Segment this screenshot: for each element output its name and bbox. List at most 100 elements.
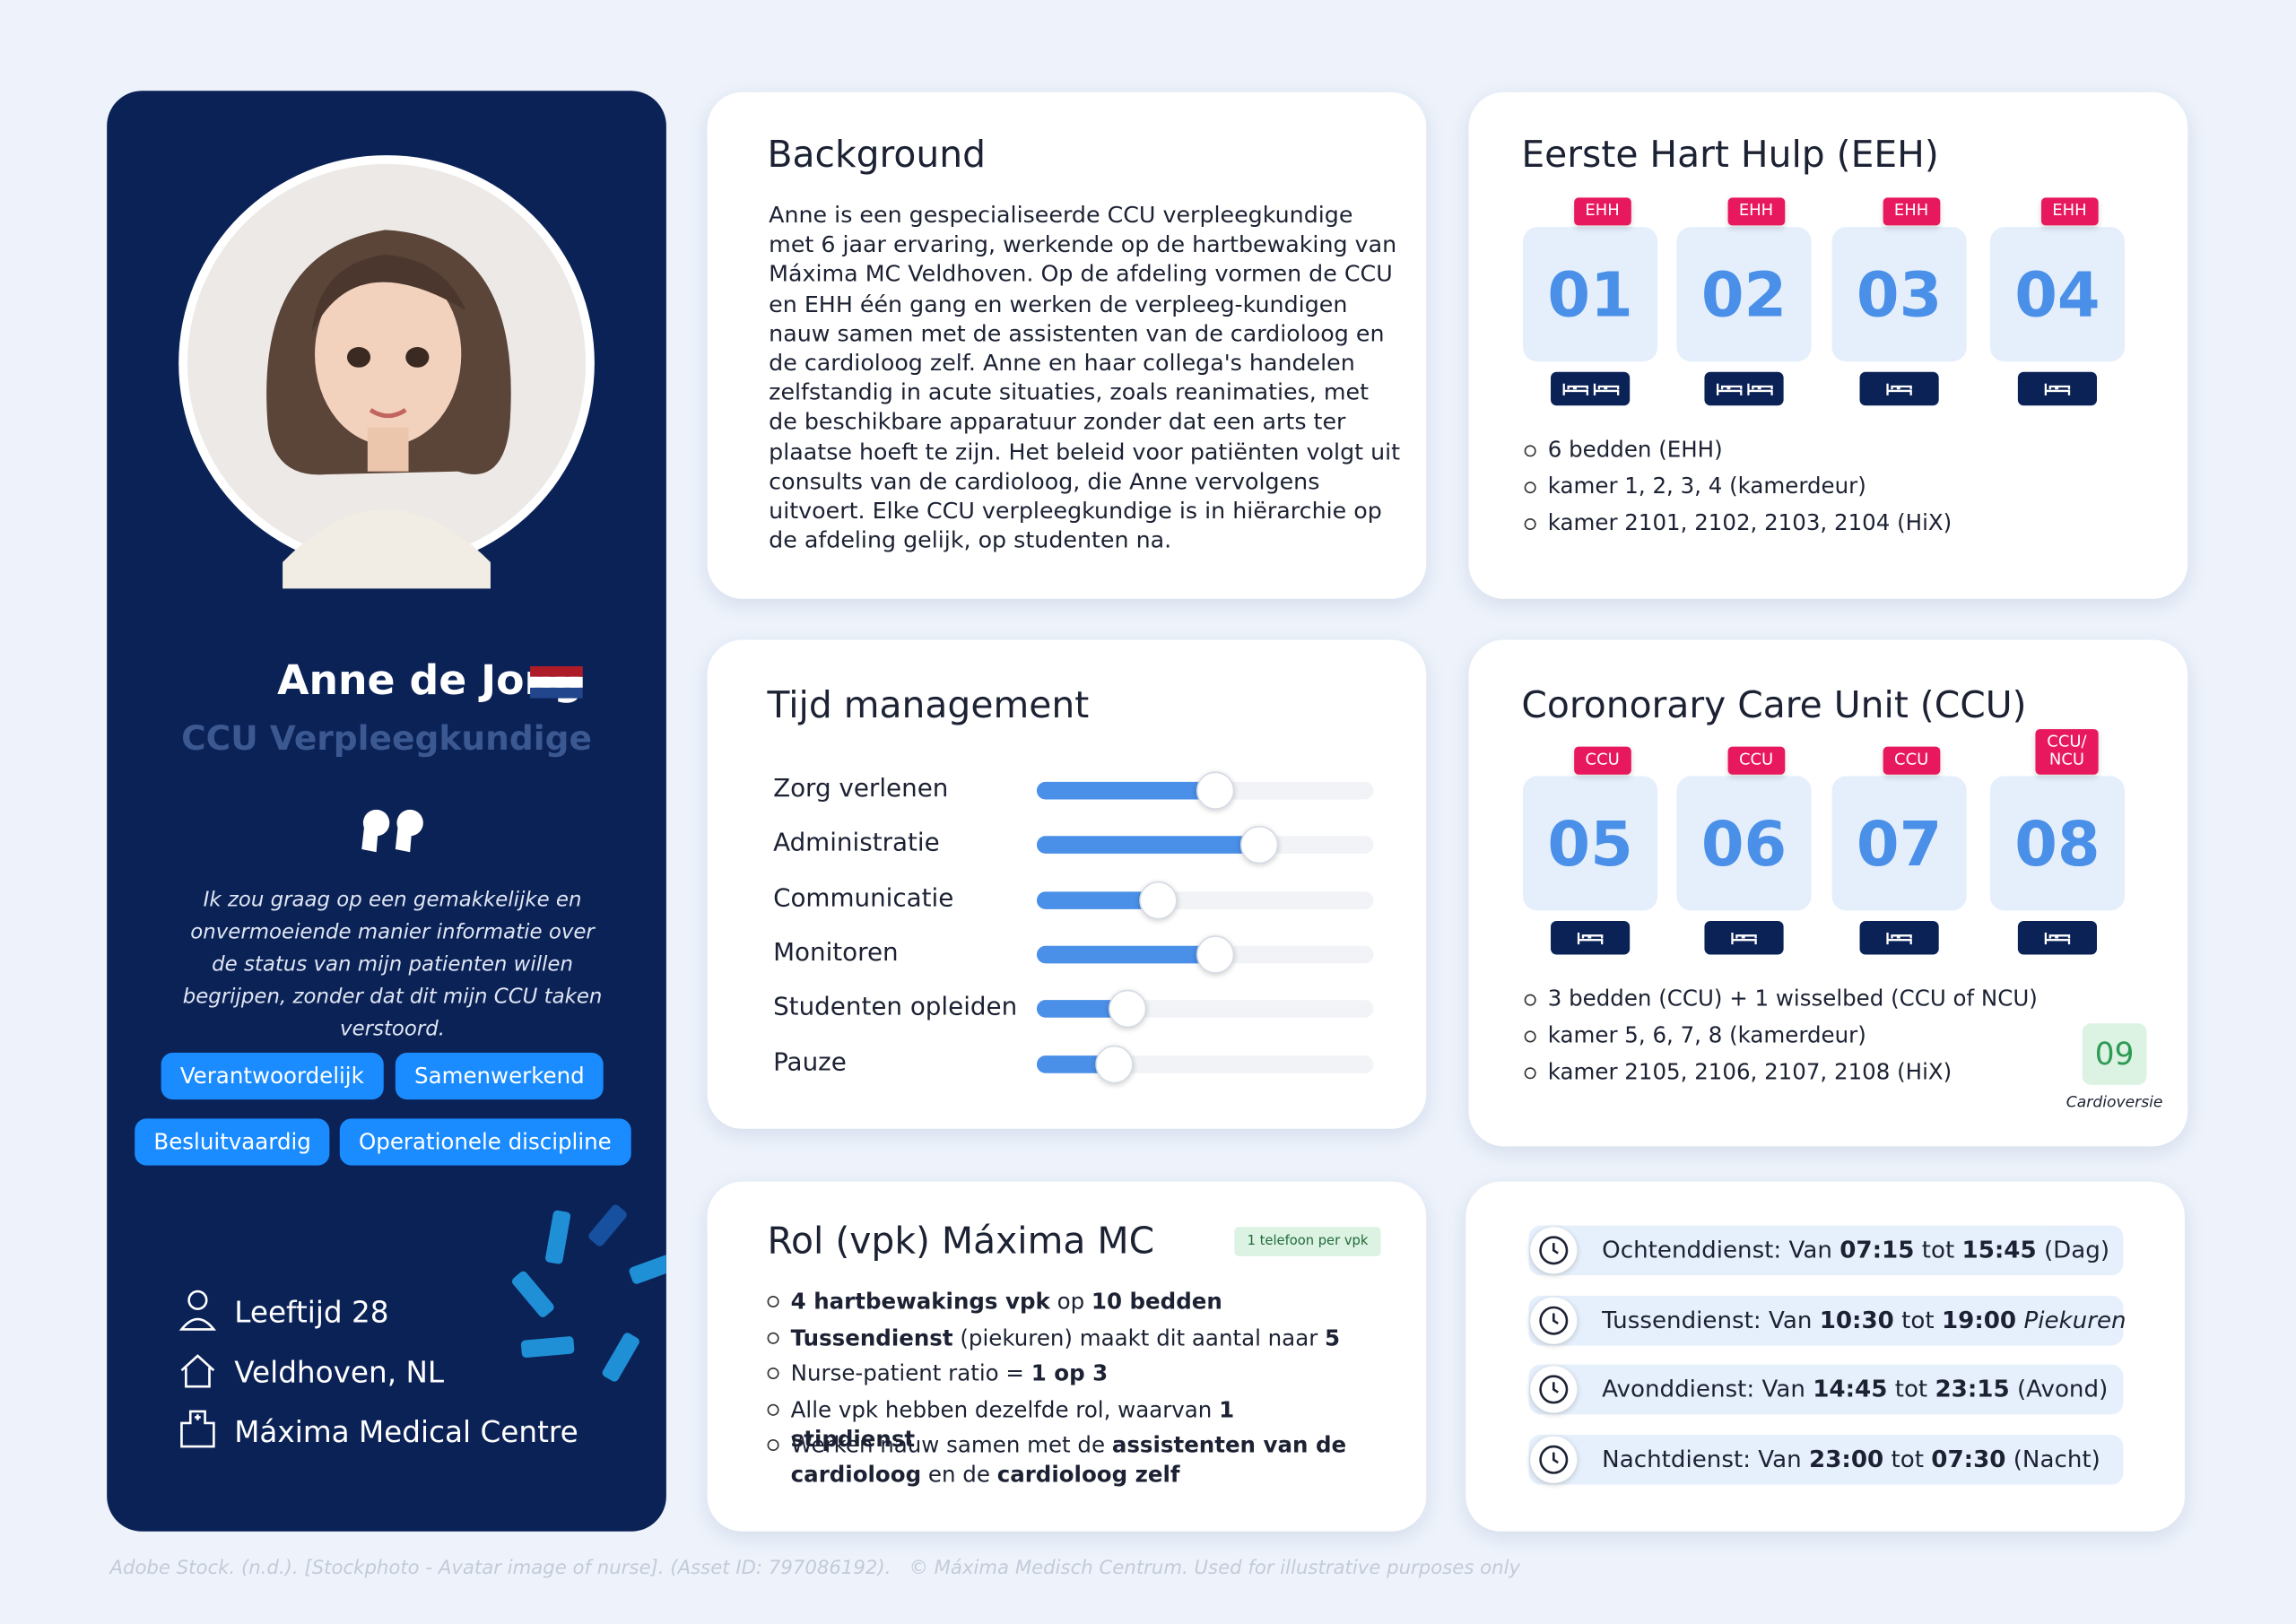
text-segment: (Avond) [2009, 1375, 2109, 1403]
text-segment: op [1049, 1288, 1091, 1316]
text-segment: cardioloog zelf [996, 1461, 1180, 1488]
slider-knob [1109, 990, 1147, 1029]
profile-role: CCU Verpleegkundige [181, 720, 592, 759]
text-segment: 07:15 [1839, 1235, 1915, 1264]
extra-label: Cardioversie [2066, 1093, 2163, 1112]
room-number: 07 [1831, 776, 1967, 911]
bed-icon [1577, 931, 1604, 945]
shift-row: Tussendienst: Van 10:30 tot 19:00 Piekur… [1528, 1295, 2126, 1345]
text-segment: en de [921, 1461, 997, 1488]
note: kamer 2101, 2102, 2103, 2104 (HiX) [1524, 509, 1952, 536]
slider-fill [1036, 1000, 1128, 1019]
beds [1551, 371, 1631, 406]
card-title: Rol (vpk) Máxima MC [767, 1220, 1155, 1263]
footer: Adobe Stock. (n.d.). [Stockphoto - Avata… [109, 1558, 1521, 1580]
clock-icon [1530, 1296, 1578, 1344]
trait-pill: Besluitvaardig [135, 1118, 331, 1166]
bed-icon [1886, 381, 1912, 395]
avatar-eye [405, 346, 430, 368]
bed-icon [1716, 381, 1742, 395]
room-number: 03 [1831, 227, 1967, 362]
slider-knob [1095, 1044, 1134, 1083]
profile-graphics [178, 155, 666, 1448]
text-segment: tot [1914, 1235, 1962, 1264]
text-segment: Piekuren [2023, 1305, 2126, 1333]
text-segment: Nachtdienst: Van [1602, 1444, 1810, 1472]
bed-icon [2044, 931, 2071, 945]
room-tag: CCU/ NCU [2035, 728, 2099, 775]
card-title: Eerste Hart Hulp (EEH) [1521, 133, 1939, 176]
bed-icon [1561, 381, 1588, 395]
avatar-eye [346, 346, 371, 368]
card-title: Background [767, 133, 987, 176]
text-segment: 1 stipdienst [790, 1395, 1235, 1452]
text-segment: tot [1883, 1444, 1932, 1472]
room-number: 05 [1523, 776, 1658, 911]
text-segment: Ochtenddienst: Van [1602, 1235, 1840, 1264]
detail: Máxima Medical Centre [234, 1414, 578, 1450]
text-segment: (Dag) [2036, 1235, 2110, 1264]
shifts-card: Ochtenddienst: Van 07:15 tot 15:45 (Dag)… [1465, 1181, 2185, 1532]
slider-fill [1036, 945, 1215, 964]
time-card: Tijd management Zorg verlenen Administrat… [707, 639, 1427, 1129]
role-item: Tussendienst (piekuren) maakt dit aantal… [767, 1323, 1362, 1352]
detail: Leeftijd 28 [234, 1294, 389, 1330]
room-number: 08 [1989, 776, 2126, 911]
detail: Veldhoven, NL [234, 1354, 445, 1390]
profile-card: Anne de Jong CCU Verpleegkundige Ik zou … [107, 91, 666, 1532]
beds [1859, 371, 1939, 406]
avatar-face [315, 263, 462, 446]
text-segment: 19:00 [1941, 1305, 2017, 1333]
profile-quote: Ik zou graag op een gemakkelijke en onve… [182, 889, 603, 1041]
text-segment: 1 op 3 [1031, 1359, 1109, 1387]
trait-pill: Samenwerkend [395, 1052, 604, 1100]
slider-fill [1036, 836, 1259, 855]
bed-icon [1746, 381, 1772, 395]
beds [1859, 920, 1939, 955]
slider-fill [1036, 1055, 1115, 1073]
note: kamer 1, 2, 3, 4 (kamerdeur) [1524, 473, 1866, 499]
slider-knob [1196, 771, 1235, 810]
text-segment: (Nacht) [2005, 1444, 2100, 1472]
text-segment: 14:45 [1813, 1375, 1888, 1403]
text-segment [2016, 1306, 2023, 1333]
note: 6 bedden (EHH) [1524, 436, 1723, 463]
slider-knob [1239, 826, 1279, 864]
shift-row: Avonddienst: Van 14:45 tot 23:15 (Avond) [1528, 1364, 2124, 1415]
flag-nl [530, 665, 583, 699]
time-label: Administratie [773, 829, 940, 859]
text-segment: Alle vpk hebben dezelfde rol, waarvan [790, 1395, 1220, 1423]
card-title: Tijd management [767, 683, 1090, 726]
slider-knob [1138, 881, 1178, 919]
extra-room: 09 [2082, 1023, 2147, 1085]
text-segment: 10 bedden [1091, 1288, 1222, 1316]
logo-blades [511, 1204, 666, 1382]
bed-icon [1593, 381, 1619, 395]
clock-icon [1530, 1366, 1578, 1413]
text-segment: Avonddienst: Van [1602, 1375, 1813, 1403]
time-label: Studenten opleiden [773, 993, 1018, 1022]
slider-fill [1036, 781, 1215, 800]
room-number: 02 [1676, 227, 1812, 362]
text-segment: tot [1893, 1305, 1942, 1333]
beds [2017, 371, 2098, 406]
beds [1704, 920, 1784, 955]
note: kamer 5, 6, 7, 8 (kamerdeur) [1524, 1021, 1866, 1049]
beds [1551, 920, 1631, 955]
text-segment: Tussendienst: Van [1602, 1305, 1820, 1333]
clock-icon [1530, 1227, 1578, 1274]
bed-icon [1886, 931, 1912, 945]
background-text: Anne is een gespecialiseerde CCU verplee… [769, 202, 1401, 554]
shift-row: Nachtdienst: Van 23:00 tot 07:30 (Nacht) [1528, 1434, 2124, 1484]
slider-knob [1196, 935, 1235, 974]
room-number: 01 [1523, 227, 1658, 362]
beds [2017, 920, 2098, 955]
note: kamer 2105, 2106, 2107, 2108 (HiX) [1524, 1058, 1952, 1085]
time-label: Zorg verlenen [773, 774, 949, 804]
note: 3 bedden (CCU) + 1 wisselbed (CCU of NCU… [1524, 985, 2038, 1012]
quote-mark [361, 809, 423, 853]
text-segment: 07:30 [1931, 1444, 2006, 1472]
text-segment: Tussendienst [790, 1324, 953, 1351]
